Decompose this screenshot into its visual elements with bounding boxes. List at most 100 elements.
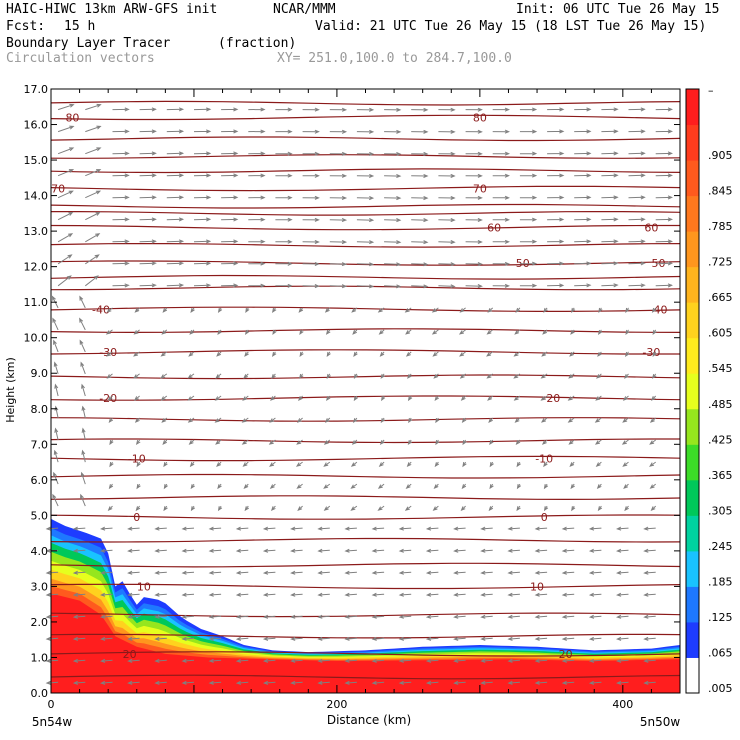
wind-vector — [540, 373, 548, 379]
wind-vector — [616, 680, 629, 685]
temperature-contour — [51, 211, 681, 216]
wind-vector — [601, 129, 619, 134]
wind-vector — [248, 173, 266, 178]
wind-vector — [57, 233, 74, 243]
wind-vector — [190, 307, 195, 313]
wind-vector — [100, 636, 113, 641]
y-tick-label: 7.0 — [31, 438, 49, 451]
wind-vector — [515, 439, 521, 445]
wind-vector — [507, 680, 520, 685]
wind-vector — [290, 570, 303, 575]
wind-vector — [163, 461, 168, 468]
wind-vector — [134, 417, 140, 423]
wind-vector — [492, 173, 510, 178]
wind-vector — [329, 195, 348, 200]
wind-vector — [352, 329, 358, 335]
wind-vector — [290, 636, 303, 641]
y-tick-label: 14.0 — [24, 190, 49, 203]
wind-vector — [462, 439, 467, 446]
wind-vector — [160, 373, 168, 379]
org-label: NCAR/MMM — [273, 2, 336, 17]
wind-vector — [344, 658, 357, 663]
wind-vector — [405, 351, 412, 357]
contour-label: 80 — [65, 111, 79, 124]
colorbar-label: .125 — [708, 611, 733, 624]
wind-vector — [571, 307, 576, 313]
wind-vector — [519, 283, 538, 288]
wind-vector — [243, 373, 249, 379]
wind-vector — [135, 439, 141, 446]
colorbar-swatch — [686, 266, 699, 303]
wind-vector — [181, 614, 195, 619]
wind-vector — [465, 173, 483, 178]
wind-vector — [465, 107, 483, 112]
wind-vector — [139, 261, 157, 266]
wind-vector — [588, 680, 602, 685]
wind-vector — [262, 636, 276, 641]
wind-vector — [193, 283, 212, 288]
wind-vector — [371, 614, 385, 619]
wind-vector — [596, 483, 602, 490]
wind-vector — [136, 483, 141, 490]
wind-vector — [411, 107, 429, 112]
wind-vector — [298, 395, 303, 401]
wind-vector — [262, 570, 276, 575]
wind-vector — [489, 483, 494, 490]
wind-vector — [317, 680, 330, 685]
wind-vector — [625, 307, 630, 313]
wind-vector — [411, 173, 429, 178]
wind-vector — [380, 373, 385, 379]
wind-vector — [435, 417, 440, 424]
wind-vector — [290, 680, 303, 685]
wind-vector — [193, 173, 212, 178]
wind-vector — [480, 658, 493, 663]
wind-vector — [190, 483, 195, 490]
wind-vector — [561, 680, 575, 685]
wind-vector — [162, 439, 168, 445]
wind-vector — [302, 195, 320, 200]
wind-vector — [248, 217, 266, 222]
colorbar-label: .005 — [708, 682, 733, 695]
wind-vector — [221, 239, 239, 244]
wind-vector — [519, 107, 538, 112]
wind-vector — [85, 125, 102, 133]
wind-vector — [127, 548, 140, 553]
contour-label: -40 — [650, 303, 668, 316]
wind-vector — [431, 307, 439, 313]
wind-vector — [244, 505, 250, 512]
wind-vector — [242, 395, 249, 401]
wind-vector — [513, 373, 521, 379]
contour-label: 80 — [473, 111, 487, 124]
wind-vector — [208, 570, 222, 575]
wind-vector — [112, 195, 130, 200]
wind-vector — [54, 383, 59, 397]
wind-vector — [208, 592, 222, 597]
wind-vector — [269, 461, 276, 467]
wind-vector — [302, 107, 320, 112]
wind-vector — [161, 329, 168, 335]
wind-vector — [651, 307, 657, 313]
wind-vector — [100, 658, 113, 663]
wind-vector — [262, 526, 276, 531]
wind-vector — [534, 592, 548, 597]
wind-vector — [214, 395, 222, 401]
wind-vector — [598, 307, 603, 314]
wind-vector — [616, 658, 629, 663]
wind-vector — [655, 239, 673, 244]
wind-vector — [371, 636, 385, 641]
wind-vector — [324, 307, 331, 313]
wind-vector — [405, 329, 412, 335]
wind-vector — [561, 570, 575, 575]
wind-vector — [166, 107, 185, 112]
wind-vector — [221, 173, 239, 178]
wind-vector — [160, 351, 168, 357]
wind-vector — [162, 307, 168, 313]
wind-vector — [459, 307, 466, 313]
wind-vector — [325, 329, 331, 335]
wind-vector — [133, 329, 140, 335]
wind-vector — [235, 570, 249, 575]
wind-vector — [453, 680, 466, 685]
wind-vector — [139, 239, 157, 244]
contour-label: -30 — [642, 346, 660, 359]
wind-vector — [302, 239, 320, 244]
